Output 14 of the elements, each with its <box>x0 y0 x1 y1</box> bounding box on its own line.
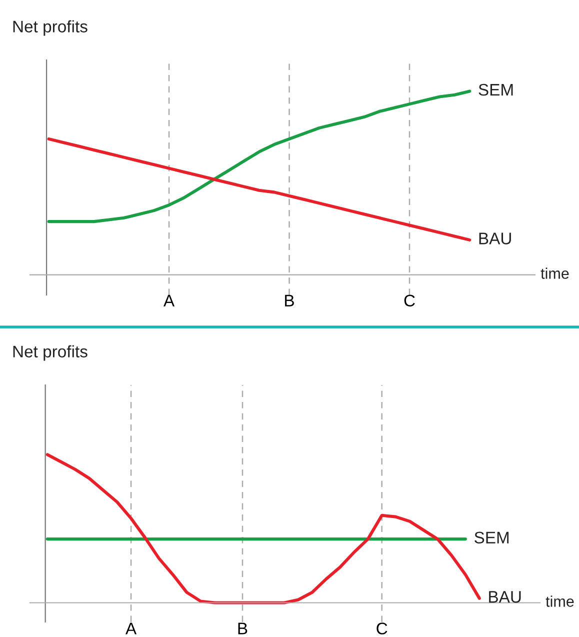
x-axis-title: time <box>546 596 574 607</box>
x-tick-label: B <box>285 294 294 306</box>
x-tick-label: B <box>238 622 248 634</box>
x-tick-label: C <box>404 294 415 306</box>
x-tick-label: A <box>164 294 175 306</box>
series-label: SEM <box>478 84 513 96</box>
series-label: BAU <box>489 591 521 603</box>
y-axis-title: Net profits <box>13 20 88 36</box>
series-label: BAU <box>479 232 511 244</box>
x-tick-label: A <box>126 622 137 634</box>
series-label: SEM <box>474 532 509 544</box>
y-axis-title: Net profits <box>13 345 88 361</box>
x-axis-title: time <box>540 268 569 279</box>
x-tick-label: C <box>376 622 388 634</box>
